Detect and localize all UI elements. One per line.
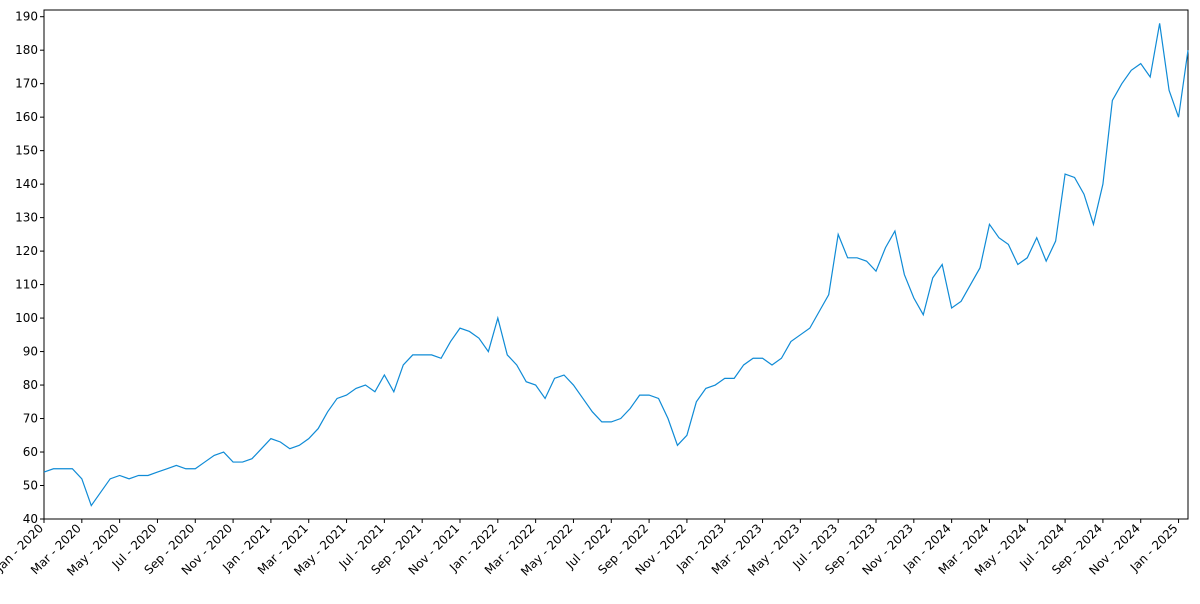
y-tick-label: 100 xyxy=(15,311,38,325)
y-tick-label: 180 xyxy=(15,43,38,57)
y-tick-label: 110 xyxy=(15,278,38,292)
price-line xyxy=(43,23,1189,507)
plot-frame xyxy=(43,9,1189,520)
y-tick-label: 80 xyxy=(23,378,38,392)
y-tick-label: 170 xyxy=(15,77,38,91)
y-tick-label: 150 xyxy=(15,144,38,158)
y-tick-label: 60 xyxy=(23,445,38,459)
y-tick-label: 130 xyxy=(15,211,38,225)
y-tick-label: 160 xyxy=(15,110,38,124)
y-tick-label: 70 xyxy=(23,412,38,426)
y-tick-label: 50 xyxy=(23,479,38,493)
y-tick-label: 40 xyxy=(23,512,38,526)
y-tick-label: 190 xyxy=(15,10,38,24)
y-tick-label: 90 xyxy=(23,345,38,359)
y-tick-label: 120 xyxy=(15,244,38,258)
y-tick-label: 140 xyxy=(15,177,38,191)
